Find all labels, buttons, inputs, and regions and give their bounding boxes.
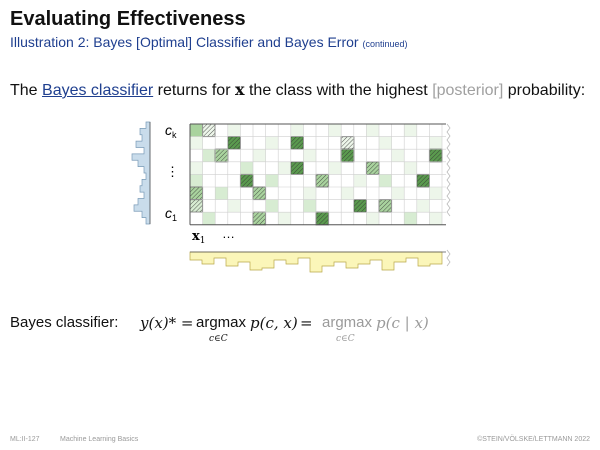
argmax-cell bbox=[340, 136, 355, 150]
argmax-cell bbox=[428, 148, 443, 163]
grid-cell bbox=[265, 174, 279, 187]
argmax-cell bbox=[290, 136, 304, 150]
label-ck: ck bbox=[165, 122, 177, 140]
hist-continuation-edge bbox=[446, 249, 451, 267]
sentence-part3: the class with the highest bbox=[244, 82, 433, 99]
grid-cell bbox=[303, 199, 316, 213]
label-c1: c1 bbox=[165, 205, 177, 223]
grid-cell bbox=[240, 161, 253, 175]
grid-cell bbox=[265, 199, 279, 213]
formula-label: Bayes classifier: bbox=[10, 314, 119, 331]
grid-cell bbox=[278, 212, 291, 225]
grid-cell bbox=[190, 161, 203, 175]
formula-posterior-probability: p(c | x) bbox=[376, 314, 429, 332]
grid-cell bbox=[202, 149, 216, 162]
grid-cell bbox=[265, 136, 279, 150]
grid-cell bbox=[190, 174, 203, 187]
formula-subscript-2: c∈C bbox=[336, 334, 355, 344]
grid-cell bbox=[353, 174, 367, 187]
grid-cell bbox=[391, 187, 405, 200]
label-x1: x1 bbox=[192, 229, 206, 246]
label-vertical-dots: ⋮ bbox=[166, 164, 179, 179]
grid-cell bbox=[227, 199, 241, 213]
grid-cell bbox=[278, 161, 291, 175]
argmax-cell bbox=[202, 123, 216, 138]
formula-equals: = bbox=[300, 314, 313, 332]
slide-subtitle: Illustration 2: Bayes [Optimal] Classifi… bbox=[10, 34, 408, 50]
grid-cell bbox=[202, 212, 216, 225]
grid-cell bbox=[290, 124, 304, 137]
sentence-posterior: [posterior] bbox=[432, 82, 504, 99]
formula-argmax-2: argmax bbox=[322, 314, 373, 331]
grid-cell bbox=[416, 199, 430, 213]
argmax-cell bbox=[252, 186, 267, 201]
grid-cell bbox=[429, 212, 442, 225]
grid-cell bbox=[366, 124, 379, 137]
grid-cell bbox=[404, 212, 417, 225]
slide-title: Evaluating Effectiveness bbox=[10, 8, 246, 30]
argmax-cell bbox=[252, 211, 267, 226]
grid-cell bbox=[227, 124, 241, 137]
grid-cell bbox=[391, 149, 405, 162]
grid-cell bbox=[341, 187, 354, 200]
subtitle-continued: (continued) bbox=[362, 39, 408, 49]
argmax-cell bbox=[315, 173, 330, 188]
grid-cell bbox=[328, 161, 342, 175]
grid-continuation-edge bbox=[446, 123, 451, 217]
argmax-cell bbox=[353, 199, 367, 213]
sentence-part2: returns for bbox=[153, 82, 235, 99]
grid-cell bbox=[366, 212, 379, 225]
grid-cell bbox=[253, 149, 266, 162]
grid-cell bbox=[328, 124, 342, 137]
grid-cells bbox=[189, 123, 443, 226]
class-prior-histogram bbox=[131, 121, 151, 225]
grid-cell bbox=[379, 174, 392, 187]
argmax-cell bbox=[239, 173, 254, 188]
argmax-cell bbox=[227, 136, 241, 150]
sentence-part4: probability: bbox=[503, 82, 586, 99]
sentence-variable-x: x bbox=[234, 80, 245, 99]
formula-subscript-1: c∈C bbox=[209, 334, 228, 344]
grid-cell bbox=[215, 187, 228, 200]
argmax-cell bbox=[214, 148, 229, 163]
label-horizontal-dots: … bbox=[222, 226, 235, 241]
grid-cell bbox=[303, 149, 316, 162]
grid-cell bbox=[379, 136, 392, 150]
formula-argmax-1: argmax bbox=[196, 314, 247, 331]
grid-cell bbox=[429, 187, 442, 200]
argmax-cell bbox=[189, 199, 204, 213]
intro-sentence: The Bayes classifier returns for x the c… bbox=[10, 80, 585, 100]
argmax-cell bbox=[416, 173, 430, 188]
argmax-cell bbox=[189, 186, 204, 201]
grid-lines bbox=[189, 123, 446, 226]
argmax-cell bbox=[315, 211, 330, 226]
subtitle-main: Illustration 2: Bayes [Optimal] Classifi… bbox=[10, 34, 359, 50]
grid-cell bbox=[303, 187, 316, 200]
argmax-cell bbox=[340, 148, 355, 163]
footer-course: Machine Learning Basics bbox=[60, 436, 139, 443]
grid-cell bbox=[404, 124, 417, 137]
feature-marginal-histogram-shape bbox=[189, 251, 443, 273]
grid-cell bbox=[190, 136, 203, 150]
grid-cell bbox=[429, 136, 442, 150]
sentence-part1: The bbox=[10, 82, 43, 99]
footer-copyright: ©STEIN/VÖLSKE/LETTMANN 2022 bbox=[477, 436, 590, 443]
grid-cell bbox=[190, 124, 203, 137]
formula-lhs: y(x)* = bbox=[140, 314, 194, 332]
bayes-classifier-link[interactable]: Bayes classifier bbox=[42, 82, 154, 99]
grid-cell bbox=[404, 161, 417, 175]
class-prior-histogram-shape bbox=[131, 121, 151, 225]
argmax-cell bbox=[365, 161, 380, 175]
formula-joint-probability: p(c, x) bbox=[250, 314, 298, 332]
argmax-cell bbox=[290, 161, 304, 175]
footer-page-number: ML:II-127 bbox=[10, 436, 40, 443]
argmax-cell bbox=[378, 199, 393, 213]
feature-marginal-histogram bbox=[189, 251, 446, 273]
